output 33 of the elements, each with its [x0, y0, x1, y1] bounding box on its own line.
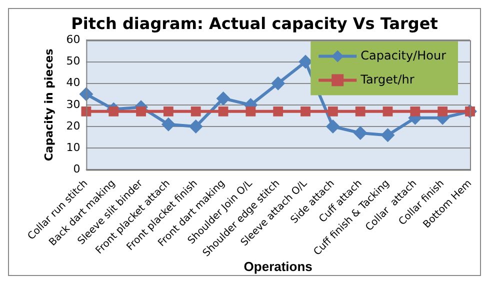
point	[161, 117, 176, 132]
y-tick-label: 40	[66, 76, 80, 90]
point	[355, 106, 366, 116]
x-axis-title: Operations	[244, 258, 312, 274]
point	[410, 106, 420, 116]
point	[382, 106, 393, 116]
y-axis-title: Capacity in pieces	[42, 48, 56, 162]
point	[190, 106, 201, 116]
point	[271, 76, 286, 90]
point	[326, 120, 340, 134]
point	[273, 106, 284, 116]
point	[438, 106, 448, 116]
y-tick-label: 0	[73, 162, 80, 176]
point	[246, 106, 256, 116]
chart-title: Pitch diagram: Actual capacity Vs Target	[71, 14, 438, 33]
point	[298, 54, 313, 69]
y-tick-label: 30	[66, 98, 80, 111]
y-tick-label: 10	[66, 140, 80, 154]
point	[136, 106, 146, 116]
legend-label: Capacity/Hour	[360, 48, 446, 62]
y-tick-label: 50	[66, 54, 80, 68]
point	[81, 106, 92, 116]
point	[300, 106, 310, 116]
point	[218, 106, 228, 116]
point	[163, 106, 174, 116]
point	[353, 126, 368, 140]
point	[380, 128, 395, 142]
point	[188, 120, 203, 134]
y-tick-label: 20	[66, 119, 80, 132]
point	[216, 91, 230, 106]
point	[328, 106, 338, 116]
y-tick-label: 60	[66, 33, 80, 46]
legend-label: Target/hr	[360, 72, 414, 86]
